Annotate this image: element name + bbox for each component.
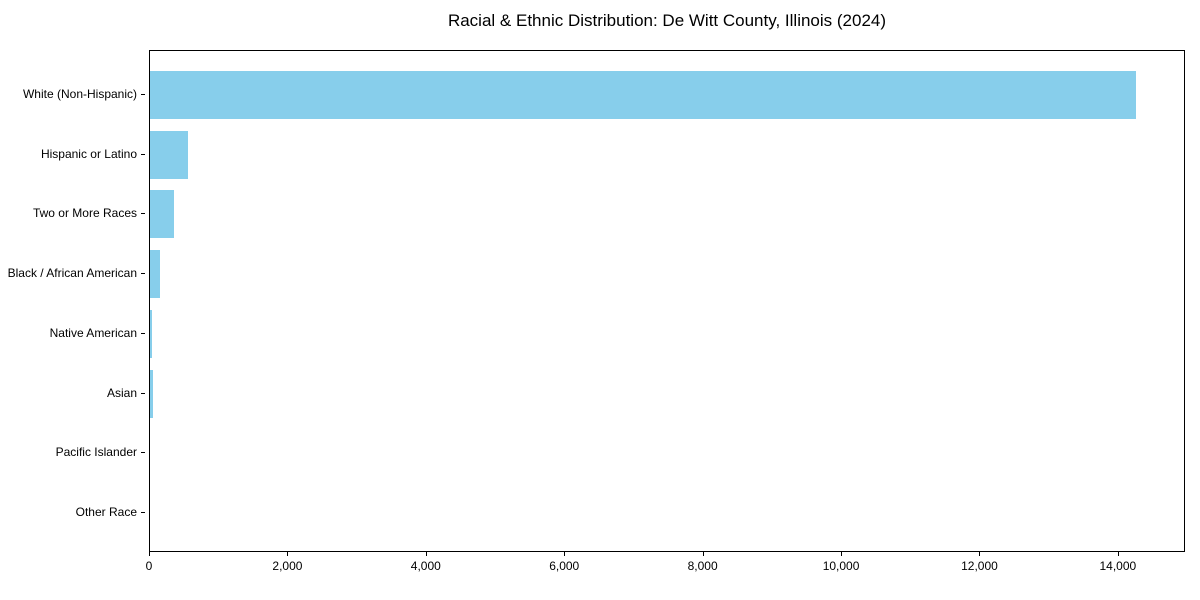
- x-tick-label: 8,000: [687, 559, 718, 573]
- x-tick-mark: [287, 552, 289, 556]
- y-tick-label: Other Race: [75, 505, 137, 520]
- y-tick-label: Two or More Races: [32, 206, 137, 221]
- x-tick-label: 12,000: [961, 559, 998, 573]
- x-tick-mark: [149, 552, 150, 556]
- y-tick-label: Black / African American: [7, 266, 137, 281]
- x-tick-label: 4,000: [410, 559, 441, 573]
- chart-bar-two-or-more-races: [150, 190, 175, 239]
- x-tick-label: 2,000: [272, 559, 303, 573]
- x-tick-label: 14,000: [1099, 559, 1137, 573]
- chart-title: Racial & Ethnic Distribution: De Witt Co…: [447, 11, 887, 30]
- chart-bar-hispanic-or-latino: [150, 130, 188, 179]
- y-tick-label: Hispanic or Latino: [40, 146, 137, 161]
- y-tick-mark: [141, 213, 145, 215]
- x-tick-mark: [1117, 552, 1119, 556]
- x-tick-mark: [702, 552, 704, 556]
- x-tick-mark: [425, 552, 427, 556]
- plot-area: [149, 50, 1185, 552]
- y-tick-mark: [141, 452, 145, 454]
- y-tick-label: Pacific Islander: [55, 445, 137, 460]
- y-tick-mark: [141, 93, 145, 95]
- x-tick-mark: [979, 552, 981, 556]
- y-tick-mark: [141, 332, 145, 334]
- chart-bar-asian: [150, 369, 153, 418]
- chart-bar-white-non-hispanic: [150, 70, 1136, 119]
- chart-bar-black-african-american: [150, 250, 161, 299]
- y-tick-mark: [141, 512, 145, 514]
- y-tick-label: Asian: [106, 385, 137, 400]
- y-axis-labels: White (Non-Hispanic) Hispanic or Latino Tw…: [0, 50, 145, 552]
- y-tick-label: White (Non-Hispanic): [22, 86, 137, 101]
- x-axis: 0 2,000 4,000 6,000 8,000 10,000 12,000 14,000: [146, 552, 1185, 582]
- x-tick-label: 6,000: [549, 559, 580, 573]
- x-tick-label: 0: [145, 559, 153, 573]
- chart-bar-native-american: [150, 309, 153, 358]
- y-tick-label: Native American: [49, 325, 137, 340]
- x-tick-label: 10,000: [822, 559, 860, 573]
- x-tick-mark: [841, 552, 843, 556]
- y-tick-mark: [141, 153, 145, 155]
- y-tick-mark: [141, 273, 145, 275]
- x-tick-mark: [564, 552, 566, 556]
- y-tick-mark: [141, 392, 145, 394]
